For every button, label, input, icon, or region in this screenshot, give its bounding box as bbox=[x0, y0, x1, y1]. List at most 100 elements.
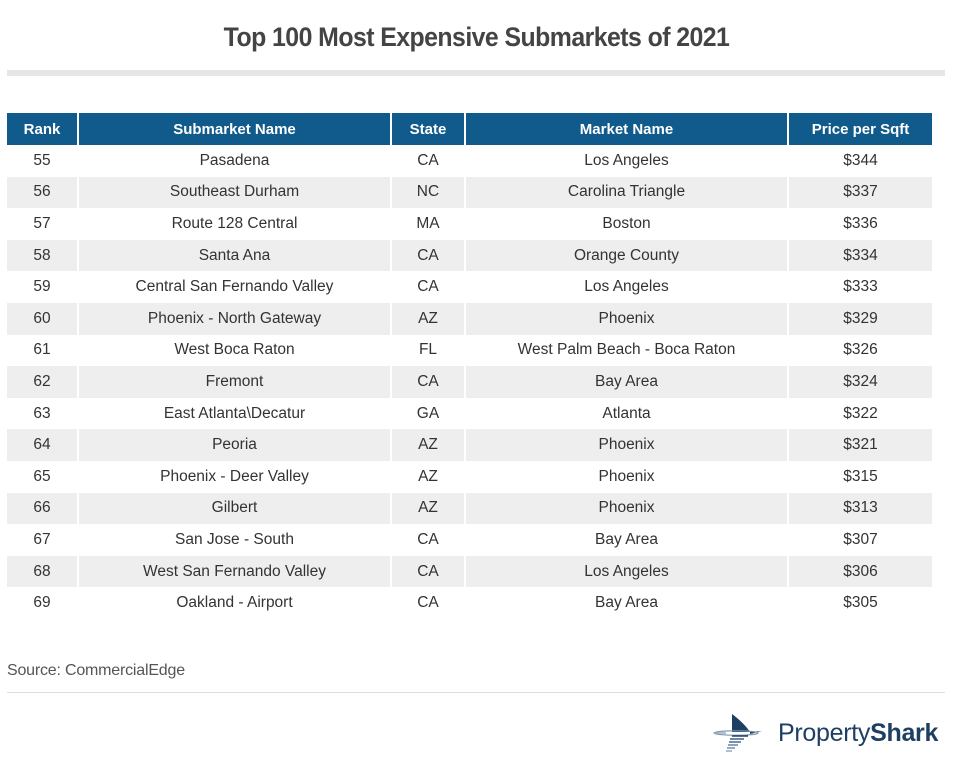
column-header-rank: Rank bbox=[7, 113, 78, 145]
price-cell: $306 bbox=[787, 555, 932, 588]
price-cell: $326 bbox=[787, 334, 932, 367]
table-row: 66 Gilbert AZ Phoenix $313 bbox=[7, 492, 932, 525]
shark-fin-icon bbox=[712, 712, 776, 754]
rank-cell: 58 bbox=[7, 239, 78, 272]
market-name-cell: West Palm Beach - Boca Raton bbox=[464, 334, 788, 367]
market-name-cell: Phoenix bbox=[464, 302, 788, 335]
submarket-name-cell: Santa Ana bbox=[77, 239, 391, 272]
price-cell: $324 bbox=[787, 366, 932, 398]
state-cell: CA bbox=[390, 271, 465, 303]
price-cell: $315 bbox=[787, 460, 932, 493]
column-header-price-per-sqft: Price per Sqft bbox=[787, 113, 932, 145]
submarket-name-cell: San Jose - South bbox=[77, 524, 391, 556]
state-cell: CA bbox=[390, 555, 465, 588]
submarket-name-cell: Route 128 Central bbox=[77, 208, 391, 240]
rank-cell: 62 bbox=[7, 366, 78, 398]
rank-cell: 68 bbox=[7, 555, 78, 588]
source-note: Source: CommercialEdge bbox=[7, 662, 185, 679]
submarket-name-cell: West Boca Raton bbox=[77, 334, 391, 367]
table-row: 67 San Jose - South CA Bay Area $307 bbox=[7, 524, 932, 556]
rank-cell: 56 bbox=[7, 176, 78, 209]
submarket-name-cell: Southeast Durham bbox=[77, 176, 391, 209]
rank-cell: 63 bbox=[7, 397, 78, 430]
rank-cell: 57 bbox=[7, 208, 78, 240]
state-cell: FL bbox=[390, 334, 465, 367]
table-row: 63 East Atlanta\Decatur GA Atlanta $322 bbox=[7, 397, 932, 430]
market-name-cell: Atlanta bbox=[464, 397, 788, 430]
column-header-market-name: Market Name bbox=[464, 113, 788, 145]
table-row: 56 Southeast Durham NC Carolina Triangle $33… bbox=[7, 176, 932, 209]
state-cell: CA bbox=[390, 145, 465, 177]
submarket-name-cell: Phoenix - Deer Valley bbox=[77, 460, 391, 493]
submarket-name-cell: Phoenix - North Gateway bbox=[77, 302, 391, 335]
submarket-name-cell: Central San Fernando Valley bbox=[77, 271, 391, 303]
price-cell: $334 bbox=[787, 239, 932, 272]
state-cell: CA bbox=[390, 366, 465, 398]
submarket-name-cell: Pasadena bbox=[77, 145, 391, 177]
footer-divider bbox=[7, 692, 945, 693]
market-name-cell: Bay Area bbox=[464, 587, 788, 619]
rank-cell: 64 bbox=[7, 429, 78, 461]
table-row: 59 Central San Fernando Valley CA Los Angel… bbox=[7, 271, 932, 303]
submarket-name-cell: Peoria bbox=[77, 429, 391, 461]
market-name-cell: Carolina Triangle bbox=[464, 176, 788, 209]
column-header-submarket-name: Submarket Name bbox=[77, 113, 391, 145]
submarket-name-cell: Oakland - Airport bbox=[77, 587, 391, 619]
price-cell: $337 bbox=[787, 176, 932, 209]
rank-cell: 67 bbox=[7, 524, 78, 556]
rank-cell: 65 bbox=[7, 460, 78, 493]
state-cell: AZ bbox=[390, 429, 465, 461]
table-row: 60 Phoenix - North Gateway AZ Phoenix $329 bbox=[7, 302, 932, 335]
submarket-name-cell: West San Fernando Valley bbox=[77, 555, 391, 588]
logo-text-bold: Shark bbox=[870, 718, 939, 747]
rank-cell: 61 bbox=[7, 334, 78, 367]
price-cell: $313 bbox=[787, 492, 932, 525]
price-cell: $329 bbox=[787, 302, 932, 335]
table-body: 55 Pasadena CA Los Angeles $344 56 Southeast D… bbox=[7, 145, 932, 619]
logo-wordmark: PropertyShark bbox=[778, 719, 938, 748]
price-cell: $344 bbox=[787, 145, 932, 177]
market-name-cell: Los Angeles bbox=[464, 555, 788, 588]
market-name-cell: Los Angeles bbox=[464, 271, 788, 303]
submarkets-table: Rank Submarket Name State Market Name Pr… bbox=[7, 113, 932, 619]
state-cell: CA bbox=[390, 524, 465, 556]
rank-cell: 66 bbox=[7, 492, 78, 525]
page-title: Top 100 Most Expensive Submarkets of 202… bbox=[223, 22, 730, 52]
market-name-cell: Orange County bbox=[464, 239, 788, 272]
rank-cell: 60 bbox=[7, 302, 78, 335]
table-row: 69 Oakland - Airport CA Bay Area $305 bbox=[7, 587, 932, 619]
state-cell: CA bbox=[390, 239, 465, 272]
price-cell: $307 bbox=[787, 524, 932, 556]
table-header-row: Rank Submarket Name State Market Name Pr… bbox=[7, 113, 932, 145]
state-cell: AZ bbox=[390, 302, 465, 335]
market-name-cell: Los Angeles bbox=[464, 145, 788, 177]
submarket-name-cell: Gilbert bbox=[77, 492, 391, 525]
title-divider bbox=[7, 70, 945, 76]
table-row: 57 Route 128 Central MA Boston $336 bbox=[7, 208, 932, 240]
rank-cell: 69 bbox=[7, 587, 78, 619]
table-row: 55 Pasadena CA Los Angeles $344 bbox=[7, 145, 932, 177]
market-name-cell: Bay Area bbox=[464, 524, 788, 556]
submarket-name-cell: Fremont bbox=[77, 366, 391, 398]
price-cell: $333 bbox=[787, 271, 932, 303]
market-name-cell: Phoenix bbox=[464, 429, 788, 461]
market-name-cell: Phoenix bbox=[464, 460, 788, 493]
market-name-cell: Phoenix bbox=[464, 492, 788, 525]
rank-cell: 59 bbox=[7, 271, 78, 303]
logo-text-light: Property bbox=[778, 718, 871, 747]
state-cell: CA bbox=[390, 587, 465, 619]
rank-cell: 55 bbox=[7, 145, 78, 177]
table-row: 61 West Boca Raton FL West Palm Beach - Boc… bbox=[7, 334, 932, 367]
state-cell: NC bbox=[390, 176, 465, 209]
column-header-state: State bbox=[390, 113, 465, 145]
price-cell: $321 bbox=[787, 429, 932, 461]
table-row: 68 West San Fernando Valley CA Los Angeles $… bbox=[7, 555, 932, 588]
submarket-name-cell: East Atlanta\Decatur bbox=[77, 397, 391, 430]
state-cell: AZ bbox=[390, 492, 465, 525]
propertyshark-logo: PropertyShark bbox=[712, 712, 938, 754]
table-row: 62 Fremont CA Bay Area $324 bbox=[7, 366, 932, 398]
state-cell: GA bbox=[390, 397, 465, 430]
table-row: 58 Santa Ana CA Orange County $334 bbox=[7, 239, 932, 272]
table-row: 65 Phoenix - Deer Valley AZ Phoenix $315 bbox=[7, 460, 932, 493]
market-name-cell: Bay Area bbox=[464, 366, 788, 398]
